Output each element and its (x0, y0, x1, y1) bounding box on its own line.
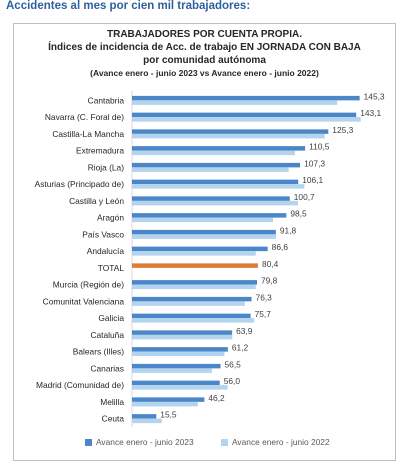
category-label: Castilla-La Mancha (52, 129, 124, 139)
bar-2023 (132, 397, 205, 402)
bar-2022 (132, 217, 273, 223)
value-label: 56,5 (225, 359, 242, 369)
category-label: Ceuta (102, 414, 125, 424)
bar-2022 (132, 150, 295, 156)
bar-2023 (132, 179, 299, 185)
value-label: 98,5 (290, 209, 307, 219)
category-label: Asturias (Principado de) (35, 179, 125, 189)
value-label: 63,9 (236, 326, 253, 336)
bar-2023 (132, 196, 290, 201)
category-label: Aragón (97, 213, 124, 223)
bar-2023 (132, 229, 276, 235)
value-label: 56,0 (224, 376, 241, 386)
bar-2022 (132, 401, 198, 407)
value-label: 145,3 (364, 91, 385, 101)
bar-2023 (132, 380, 220, 386)
bar-2022 (132, 117, 361, 122)
value-label: 61,2 (232, 343, 249, 353)
legend-label-2022: Avance enero - junio 2022 (232, 437, 330, 447)
value-label: 110,5 (309, 142, 330, 152)
bar-2023 (132, 347, 228, 352)
bar-2023 (132, 129, 329, 134)
category-label: Balears (Illes) (73, 347, 124, 357)
value-label: 79,8 (261, 276, 278, 286)
bar-2023 (132, 313, 251, 319)
category-label: Comunitat Valenciana (43, 296, 125, 306)
bar-2022 (132, 385, 228, 390)
category-label: Extremadura (76, 146, 124, 156)
bar-2022 (132, 100, 338, 105)
value-label: 100,7 (294, 192, 315, 202)
category-label: Galicia (98, 313, 124, 323)
chart-title-line-2: Índices de incidencia de Acc. de trabajo… (48, 42, 361, 53)
bar-2022 (132, 251, 256, 256)
chart-title-line-3: por comunidad autónoma (143, 55, 266, 66)
bar-2022 (132, 234, 277, 239)
bar-2022 (132, 368, 212, 373)
category-label: Rioja (La) (88, 162, 125, 172)
bar-2023 (132, 330, 233, 335)
legend-swatch-2023 (85, 438, 92, 446)
bar-2022 (132, 133, 325, 139)
category-label: Andalucía (87, 246, 125, 256)
legend-label-2023: Avance enero - junio 2023 (96, 437, 194, 447)
bar-2023 (132, 146, 306, 151)
category-label: Cantabria (88, 95, 125, 105)
value-label: 107,3 (304, 158, 325, 168)
value-label: 80,4 (262, 259, 279, 269)
value-label: 46,2 (208, 393, 225, 403)
bar-2023 (132, 213, 287, 218)
value-label: 143,1 (360, 108, 381, 118)
category-label: Castilla y León (69, 196, 124, 206)
bar-2023 (132, 363, 221, 369)
value-label: 91,8 (280, 225, 297, 235)
category-label: Navarra (C. Foral de) (45, 112, 124, 122)
bar-2023 (132, 246, 268, 252)
legend-swatch-2022 (221, 438, 228, 446)
legend-item-2022: Avance enero - junio 2022 (221, 437, 330, 447)
bar-2022 (132, 351, 225, 357)
value-label: 15,5 (160, 410, 177, 420)
value-label: 106,1 (302, 175, 323, 185)
bar-2022 (132, 301, 245, 306)
bar-2023 (132, 414, 157, 419)
bar-2022 (132, 418, 162, 424)
value-label: 76,3 (256, 292, 273, 302)
category-label: Madrid (Comunidad de) (36, 380, 124, 390)
value-label: 86,6 (272, 242, 289, 252)
bar-2022 (132, 284, 256, 290)
page-heading: Accidentes al mes por cien mil trabajado… (6, 0, 251, 12)
category-label: Melilla (100, 397, 124, 407)
category-label: TOTAL (98, 263, 125, 273)
chart-subtitle: (Avance enero - junio 2023 vs Avance ene… (90, 68, 319, 78)
category-label: Murcia (Región de) (53, 280, 124, 290)
category-label: País Vasco (82, 229, 124, 239)
bar-2023 (132, 280, 258, 285)
bar-2023 (132, 95, 360, 101)
category-label: Cataluña (90, 330, 124, 340)
value-label: 75,7 (255, 309, 272, 319)
bar-2023 (132, 296, 252, 302)
legend-item-2023: Avance enero - junio 2023 (85, 437, 194, 447)
bar-2022 (132, 184, 305, 189)
bar-2022 (132, 334, 233, 340)
bar-2022 (132, 318, 255, 323)
bar-2022 (132, 200, 299, 206)
bar-2023 (132, 263, 258, 268)
value-label: 125,3 (332, 125, 353, 135)
bar-2023 (132, 162, 301, 168)
category-label: Canarias (90, 363, 124, 373)
chart-title-line-1: TRABAJADORES POR CUENTA PROPIA. (106, 29, 302, 40)
bar-2022 (132, 167, 289, 172)
bar-2023 (132, 112, 357, 118)
